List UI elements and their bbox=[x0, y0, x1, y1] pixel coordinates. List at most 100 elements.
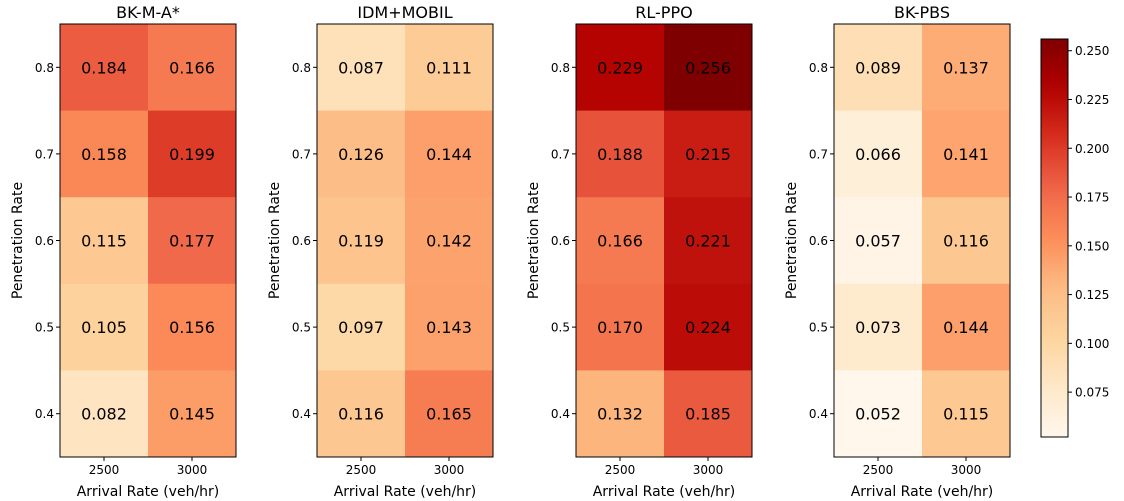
y-tick-label: 0.6 bbox=[551, 234, 570, 248]
x-tick-label: 2500 bbox=[605, 463, 636, 477]
y-tick-label: 0.7 bbox=[35, 147, 54, 161]
x-tick-label: 2500 bbox=[89, 463, 120, 477]
y-axis-label: Penetration Rate bbox=[10, 182, 26, 299]
heatmap-cell bbox=[664, 283, 753, 371]
cell-value-label: 0.137 bbox=[943, 58, 989, 77]
heatmap-cell bbox=[922, 370, 1011, 458]
colorbar-tick-label: 0.100 bbox=[1075, 337, 1109, 351]
y-tick-label: 0.4 bbox=[809, 407, 828, 421]
colorbar-tick-label: 0.075 bbox=[1075, 386, 1109, 400]
y-tick-label: 0.5 bbox=[551, 321, 570, 335]
cell-value-label: 0.229 bbox=[597, 58, 643, 77]
cell-value-label: 0.156 bbox=[169, 318, 215, 337]
y-tick-label: 0.7 bbox=[809, 147, 828, 161]
heatmap-cell bbox=[60, 283, 149, 371]
heatmap-panel-2: 0.087 0.111 0.126 0.144 0.119 0.142 0.097 0.143… bbox=[267, 3, 494, 500]
cell-value-label: 0.166 bbox=[169, 58, 215, 77]
y-tick-label: 0.5 bbox=[35, 321, 54, 335]
heatmap-cell bbox=[922, 24, 1011, 112]
cell-value-label: 0.082 bbox=[81, 405, 127, 424]
y-axis-label: Penetration Rate bbox=[784, 182, 800, 299]
cell-value-label: 0.057 bbox=[855, 232, 901, 251]
cell-value-label: 0.087 bbox=[338, 58, 384, 77]
heatmap-cell bbox=[664, 110, 753, 198]
heatmap-panel-4: 0.089 0.137 0.066 0.141 0.057 0.116 0.073 0.144… bbox=[784, 3, 1011, 500]
cell-value-label: 0.224 bbox=[685, 318, 731, 337]
heatmap-cell bbox=[148, 370, 237, 458]
cell-value-label: 0.144 bbox=[426, 145, 472, 164]
x-tick-label: 3000 bbox=[951, 463, 982, 477]
heatmap-cell bbox=[317, 283, 406, 371]
cell-value-label: 0.188 bbox=[597, 145, 643, 164]
heatmap-cell bbox=[576, 24, 665, 112]
heatmap-cell bbox=[148, 197, 237, 285]
cell-value-label: 0.116 bbox=[943, 232, 989, 251]
cell-value-label: 0.115 bbox=[943, 405, 989, 424]
y-tick-label: 0.6 bbox=[35, 234, 54, 248]
heatmap-cell bbox=[922, 197, 1011, 285]
cell-value-label: 0.143 bbox=[426, 318, 472, 337]
cell-value-label: 0.116 bbox=[338, 405, 384, 424]
cell-value-label: 0.052 bbox=[855, 405, 901, 424]
cell-value-label: 0.185 bbox=[685, 405, 731, 424]
heatmap-cell bbox=[576, 197, 665, 285]
colorbar: 0.075 0.100 0.125 0.150 0.175 0.200 0.225 0.250 bbox=[1040, 38, 1109, 438]
cell-value-label: 0.215 bbox=[685, 145, 731, 164]
y-tick-label: 0.7 bbox=[551, 147, 570, 161]
y-tick-label: 0.5 bbox=[292, 321, 311, 335]
y-tick-label: 0.6 bbox=[292, 234, 311, 248]
heatmap-cell bbox=[664, 197, 753, 285]
panel-title: BK-M-A* bbox=[116, 3, 180, 22]
cell-value-label: 0.145 bbox=[169, 405, 215, 424]
heatmap-cell bbox=[576, 283, 665, 371]
heatmap-cell bbox=[664, 24, 753, 112]
heatmap-cell bbox=[148, 110, 237, 198]
y-tick-label: 0.5 bbox=[809, 321, 828, 335]
cell-value-label: 0.142 bbox=[426, 232, 472, 251]
cell-value-label: 0.066 bbox=[855, 145, 901, 164]
y-tick-label: 0.8 bbox=[809, 61, 828, 75]
heatmap-cell bbox=[317, 24, 406, 112]
x-axis-label: Arrival Rate (veh/hr) bbox=[851, 484, 994, 500]
cell-value-label: 0.141 bbox=[943, 145, 989, 164]
x-axis-label: Arrival Rate (veh/hr) bbox=[334, 484, 477, 500]
colorbar-tick-label: 0.200 bbox=[1075, 142, 1109, 156]
colorbar-tick-label: 0.225 bbox=[1075, 93, 1109, 107]
cell-value-label: 0.184 bbox=[81, 58, 127, 77]
cell-value-label: 0.170 bbox=[597, 318, 643, 337]
y-tick-label: 0.4 bbox=[35, 407, 54, 421]
colorbar-tick-label: 0.150 bbox=[1075, 239, 1109, 253]
y-axis-label: Penetration Rate bbox=[526, 182, 542, 299]
heatmap-cell bbox=[60, 110, 149, 198]
heatmap-cell bbox=[405, 24, 494, 112]
x-tick-label: 2500 bbox=[863, 463, 894, 477]
cell-value-label: 0.165 bbox=[426, 405, 472, 424]
cell-value-label: 0.199 bbox=[169, 145, 215, 164]
cell-value-label: 0.132 bbox=[597, 405, 643, 424]
cell-value-label: 0.144 bbox=[943, 318, 989, 337]
heatmap-cell bbox=[834, 24, 923, 112]
heatmap-cell bbox=[405, 110, 494, 198]
cell-value-label: 0.089 bbox=[855, 58, 901, 77]
colorbar-gradient bbox=[1040, 38, 1069, 438]
y-axis-label: Penetration Rate bbox=[267, 182, 283, 299]
heatmap-cell bbox=[576, 370, 665, 458]
heatmap-cell bbox=[834, 370, 923, 458]
x-axis-label: Arrival Rate (veh/hr) bbox=[593, 484, 736, 500]
heatmap-cell bbox=[405, 283, 494, 371]
cell-value-label: 0.073 bbox=[855, 318, 901, 337]
cell-value-label: 0.111 bbox=[426, 58, 472, 77]
heatmap-cell bbox=[922, 283, 1011, 371]
heatmap-cell bbox=[60, 197, 149, 285]
heatmap-cell bbox=[317, 110, 406, 198]
y-tick-label: 0.7 bbox=[292, 147, 311, 161]
cell-value-label: 0.256 bbox=[685, 58, 731, 77]
heatmap-panel-3: 0.229 0.256 0.188 0.215 0.166 0.221 0.170 0.224… bbox=[526, 3, 753, 500]
heatmap-cell bbox=[148, 283, 237, 371]
cell-value-label: 0.158 bbox=[81, 145, 127, 164]
cell-value-label: 0.097 bbox=[338, 318, 384, 337]
heatmap-panel-1: 0.184 0.166 0.158 0.199 0.115 0.177 0.105 0.156… bbox=[10, 3, 237, 500]
y-tick-label: 0.8 bbox=[551, 61, 570, 75]
cell-value-label: 0.221 bbox=[685, 232, 731, 251]
cell-value-label: 0.115 bbox=[81, 232, 127, 251]
